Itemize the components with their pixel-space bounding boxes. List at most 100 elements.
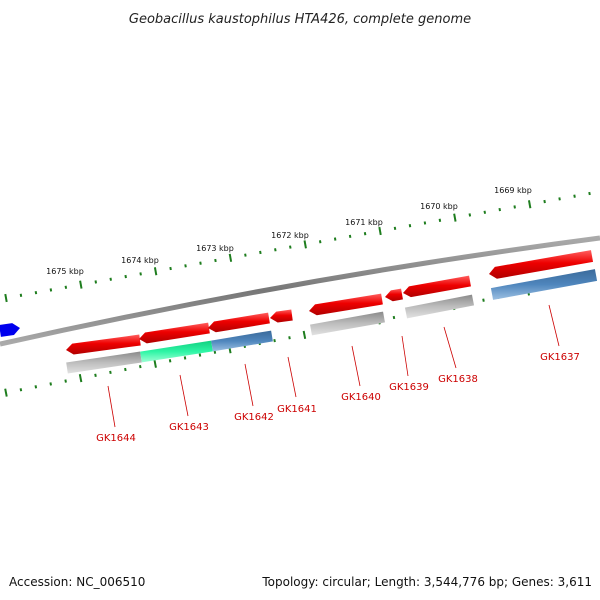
minor-tick [213, 350, 217, 354]
minor-tick [198, 353, 202, 357]
gene-arrow-gk1642[interactable] [208, 312, 270, 333]
scale-label: 1673 kbp [196, 244, 234, 253]
minor-tick [214, 258, 217, 263]
scale-label: 1675 kbp [46, 267, 84, 276]
minor-tick [184, 264, 187, 268]
major-tick [453, 213, 457, 222]
feature-track [0, 250, 598, 374]
minor-tick [124, 367, 127, 372]
minor-tick [423, 221, 427, 225]
minor-tick [19, 388, 23, 392]
minor-tick [94, 373, 97, 377]
genome-summary-text: Topology: circular; Length: 3,544,776 bp… [261, 575, 592, 589]
accession-text: Accession: NC_006510 [9, 575, 145, 589]
minor-tick [513, 205, 516, 209]
major-tick [153, 359, 157, 368]
gene-arrow-gk1639[interactable] [385, 288, 403, 302]
minor-tick [558, 197, 561, 201]
gene-arrow-gk1637[interactable] [489, 250, 594, 279]
major-tick [378, 226, 382, 236]
neighbor-gene-arrow[interactable] [0, 323, 20, 337]
minor-tick [363, 232, 367, 236]
gene-label-gk1644[interactable]: GK1644 [96, 433, 136, 444]
major-tick [527, 200, 532, 209]
minor-tick [109, 370, 112, 375]
feature-bar-gray[interactable] [310, 311, 385, 336]
minor-tick [498, 207, 501, 212]
feature-bar-gray[interactable] [66, 351, 142, 374]
minor-tick [168, 359, 172, 363]
callout-line [244, 363, 254, 407]
major-tick [79, 280, 83, 289]
gene-label-gk1638[interactable]: GK1638 [438, 374, 478, 385]
minor-tick [139, 364, 142, 369]
minor-tick [408, 224, 412, 228]
minor-tick [483, 210, 487, 214]
major-tick [228, 253, 233, 262]
gene-arrow-gk1640[interactable] [309, 293, 383, 316]
genome-backbone-line [0, 235, 600, 347]
major-tick [4, 388, 8, 397]
major-tick [78, 374, 83, 383]
minor-tick [34, 385, 38, 389]
feature-bar-gray[interactable] [404, 294, 475, 319]
callout-line [548, 304, 560, 347]
gene-arrow-gk1644[interactable] [66, 334, 141, 355]
minor-tick [273, 338, 276, 343]
minor-tick [94, 280, 98, 284]
minor-tick [109, 277, 112, 281]
map-title: Geobacillus kaustophilus HTA426, complet… [129, 12, 471, 27]
gene-arrow-gk1638[interactable] [403, 275, 471, 298]
minor-tick [49, 288, 53, 292]
minor-tick [482, 298, 485, 302]
major-tick [153, 267, 158, 276]
major-tick [302, 330, 307, 339]
callout-line [351, 345, 361, 387]
minor-tick [333, 237, 337, 241]
scale-label: 1669 kbp [494, 186, 532, 195]
minor-tick [274, 248, 277, 252]
minor-tick [468, 213, 472, 217]
gene-label-gk1640[interactable]: GK1640 [341, 392, 381, 403]
minor-tick [183, 356, 187, 360]
minor-tick [573, 194, 576, 198]
outer-scale-track [4, 191, 591, 303]
minor-tick [259, 250, 262, 255]
minor-tick [64, 285, 68, 289]
minor-tick [19, 293, 23, 297]
minor-tick [348, 234, 352, 239]
callout-line [287, 356, 297, 398]
minor-tick [392, 315, 396, 320]
minor-tick [64, 379, 67, 383]
callout-line [401, 335, 409, 377]
gene-label-gk1642[interactable]: GK1642 [234, 412, 274, 423]
callout-line [443, 326, 457, 369]
minor-tick [169, 266, 172, 271]
feature-bar-blue[interactable] [490, 269, 598, 300]
minor-tick [139, 272, 142, 276]
scale-labels: 1675 kbp 1674 kbp 1673 kbp 1672 kbp 1671 kbp… [46, 186, 532, 276]
feature-bar-green[interactable] [140, 340, 213, 363]
minor-tick [588, 191, 591, 196]
gene-arrow-gk1643[interactable] [139, 322, 210, 344]
gene-label-gk1643[interactable]: GK1643 [169, 422, 209, 433]
minor-tick [438, 218, 442, 222]
minor-tick [288, 336, 291, 340]
scale-label: 1671 kbp [345, 218, 383, 227]
gene-label-gk1637[interactable]: GK1637 [540, 352, 580, 363]
minor-tick [393, 226, 397, 230]
gene-label-gk1639[interactable]: GK1639 [389, 382, 429, 393]
scale-label: 1674 kbp [121, 256, 159, 265]
feature-bar-blue[interactable] [211, 330, 273, 352]
minor-tick [49, 382, 52, 386]
gene-label-gk1641[interactable]: GK1641 [277, 404, 317, 415]
gene-arrow-gk1641[interactable] [270, 309, 293, 323]
minor-tick [199, 261, 202, 265]
minor-tick [289, 245, 292, 249]
minor-tick [244, 253, 247, 257]
minor-tick [318, 240, 322, 244]
minor-tick [543, 199, 546, 204]
major-tick [4, 293, 8, 303]
